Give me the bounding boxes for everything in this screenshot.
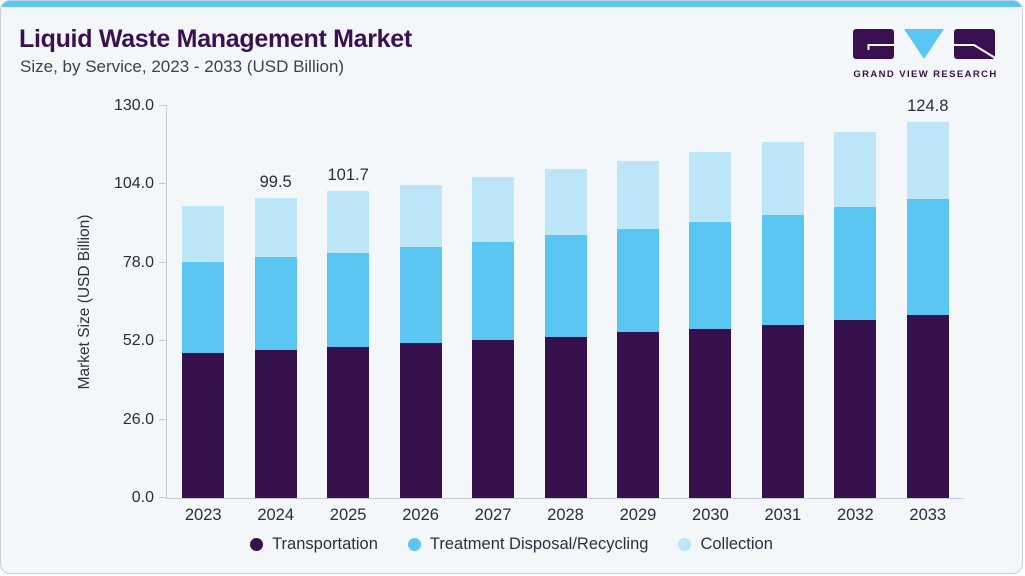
bar-segment-transportation: [906, 315, 949, 498]
y-tick-label: 78.0: [122, 253, 154, 271]
bar-segment-collection: [616, 160, 659, 229]
x-tick-label-2030: 2030: [692, 506, 729, 524]
page-title: Liquid Waste Management Market: [19, 25, 412, 53]
bar-segment-transportation: [182, 353, 225, 498]
bar-2025: 101.7: [327, 166, 370, 498]
y-tick-label: 130.0: [113, 97, 154, 114]
x-tick-label-2026: 2026: [402, 506, 439, 524]
plot-area: 0.0 26.0 52.0 78.0 104.0 130.0 2023 99.5 2024 101…: [114, 97, 964, 524]
legend-dot-icon: [678, 538, 692, 551]
x-tick-label-2024: 2024: [257, 506, 295, 524]
bar-segment-treatment-disposal-recycling: [182, 262, 225, 354]
bar-2026: [399, 185, 442, 498]
bar-segment-treatment-disposal-recycling: [544, 235, 587, 337]
x-tick-label-2029: 2029: [619, 506, 657, 524]
bar-segment-collection: [472, 177, 515, 243]
bar-segment-transportation: [544, 336, 587, 498]
bar-segment-transportation: [327, 346, 370, 498]
bar-segment-treatment-disposal-recycling: [689, 221, 732, 330]
bar-segment-collection: [689, 151, 732, 222]
x-tick-label-2031: 2031: [764, 506, 802, 524]
bar-segment-transportation: [761, 325, 804, 498]
bar-segment-collection: [544, 168, 587, 236]
top-accent-bar: [1, 1, 1022, 7]
legend-item-treatment-disposal-recycling: Treatment Disposal/Recycling: [407, 535, 649, 554]
y-tick-mark: [159, 261, 167, 263]
bar-2027: [472, 177, 515, 498]
y-tick-label: 26.0: [122, 410, 154, 428]
bar-2023: [182, 205, 225, 498]
y-tick-mark: [159, 105, 167, 106]
x-tick-label-2023: 2023: [184, 506, 222, 524]
bar-segment-treatment-disposal-recycling: [834, 206, 877, 321]
y-axis-title: Market Size (USD Billion): [76, 214, 93, 390]
gvr-logo: GRAND VIEW RESEARCH: [853, 28, 998, 80]
chart-legend: Transportation Treatment Disposal/Recycli…: [1, 535, 1022, 554]
bar-value-label-2024: 99.5: [259, 172, 292, 191]
legend-label: Transportation: [272, 535, 378, 553]
bar-segment-transportation: [472, 340, 515, 498]
bar-segment-treatment-disposal-recycling: [399, 246, 442, 343]
bar-segment-treatment-disposal-recycling: [906, 198, 949, 316]
bar-segment-transportation: [254, 350, 297, 498]
bar-2031: [761, 141, 804, 498]
bar-2032: [834, 132, 877, 498]
bar-2029: [616, 160, 659, 498]
bar-segment-collection: [399, 185, 442, 247]
legend-item-transportation: Transportation: [250, 535, 378, 554]
bar-segment-collection: [761, 141, 804, 215]
bar-2028: [544, 168, 587, 498]
bar-segment-transportation: [834, 320, 877, 498]
y-tick-mark: [159, 340, 167, 342]
y-tick-mark: [159, 183, 167, 185]
x-tick-label-2032: 2032: [836, 506, 874, 524]
legend-item-collection: Collection: [678, 535, 773, 554]
y-tick-mark: [159, 497, 167, 498]
bar-2024: 99.5: [254, 173, 297, 498]
legend-label: Collection: [700, 535, 773, 553]
bar-segment-treatment-disposal-recycling: [327, 252, 370, 347]
bar-segment-transportation: [689, 329, 732, 498]
page-subtitle: Size, by Service, 2023 - 2033 (USD Billi…: [20, 57, 345, 76]
bar-segment-treatment-disposal-recycling: [254, 257, 297, 351]
bar-value-label-2025: 101.7: [327, 166, 369, 185]
y-tick-label: 0.0: [131, 489, 154, 506]
x-tick-label-2033: 2033: [909, 506, 947, 524]
bar-segment-collection: [327, 191, 370, 253]
x-tick-label-2027: 2027: [474, 506, 512, 524]
bar-segment-collection: [834, 132, 877, 207]
legend-label: Treatment Disposal/Recycling: [429, 535, 649, 553]
y-tick-label: 104.0: [113, 175, 154, 193]
bar-segment-treatment-disposal-recycling: [472, 242, 515, 341]
x-tick-label-2028: 2028: [547, 506, 584, 524]
bar-segment-treatment-disposal-recycling: [761, 214, 804, 326]
bar-segment-transportation: [399, 342, 442, 498]
bar-segment-collection: [906, 121, 949, 199]
bar-2030: [689, 151, 732, 498]
y-tick-mark: [159, 418, 167, 420]
gvr-logo-mark-icon: [853, 29, 996, 59]
y-tick-label: 52.0: [122, 332, 154, 350]
legend-dot-icon: [250, 538, 264, 551]
bar-value-label-2033: 124.8: [907, 96, 949, 115]
bar-segment-collection: [254, 197, 297, 258]
x-tick-label-2025: 2025: [329, 506, 367, 524]
bar-segment-transportation: [616, 332, 659, 498]
bar-2033: 124.8: [906, 97, 949, 498]
bar-segment-treatment-disposal-recycling: [616, 228, 659, 333]
legend-dot-icon: [407, 538, 421, 551]
bar-segment-collection: [182, 205, 225, 263]
gvr-logo-text: GRAND VIEW RESEARCH: [853, 69, 998, 80]
